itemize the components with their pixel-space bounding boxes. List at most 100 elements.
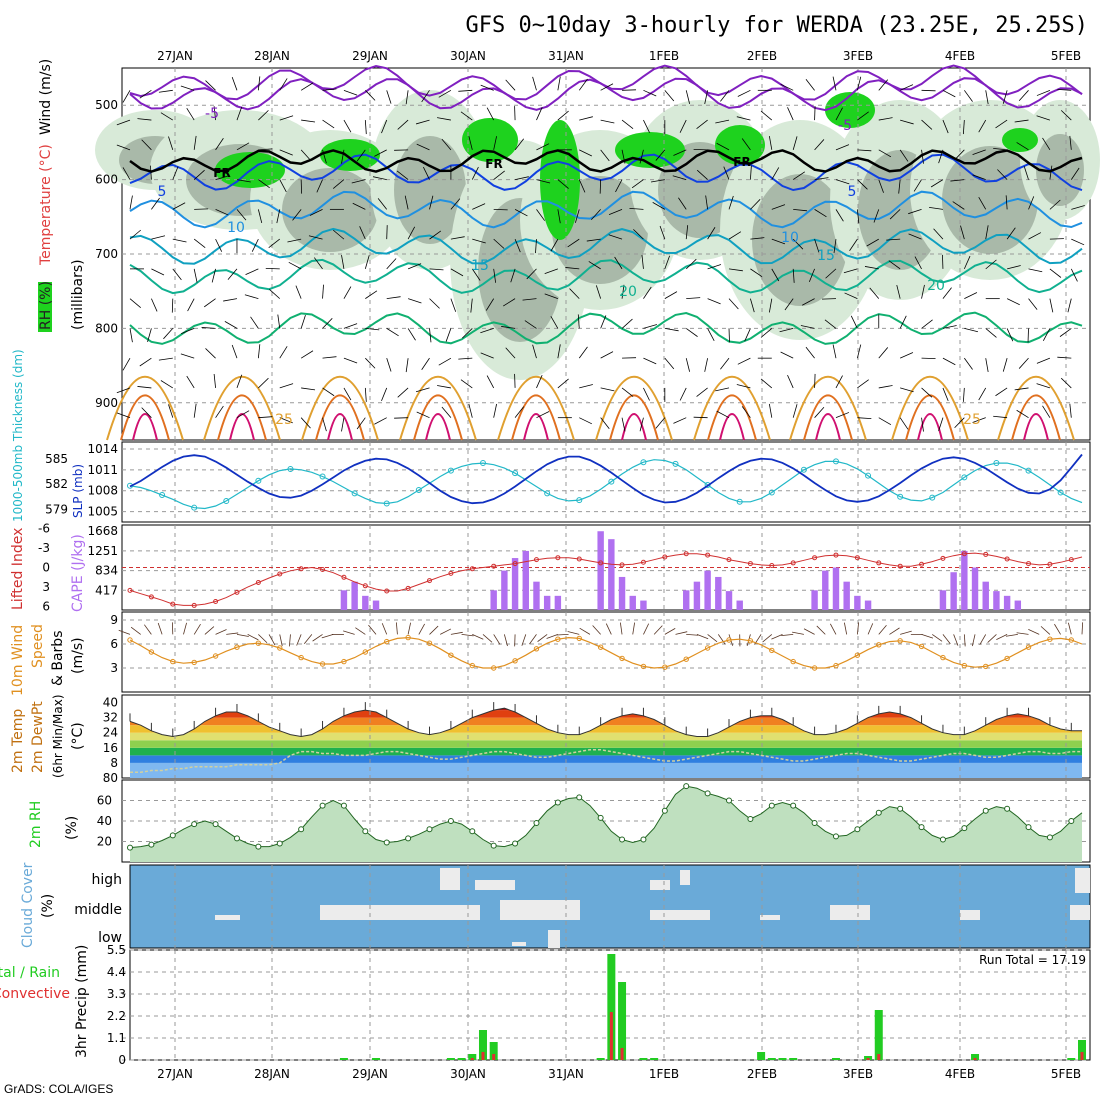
isotherm-label: 10 bbox=[781, 230, 799, 246]
thickness-point bbox=[159, 492, 166, 499]
rh-point bbox=[212, 821, 219, 828]
wind-barb bbox=[300, 350, 314, 359]
cape-bar bbox=[725, 591, 733, 610]
wind-barb bbox=[116, 144, 131, 151]
wind-barb bbox=[279, 346, 288, 359]
wind-barb bbox=[168, 136, 174, 150]
cape-bar bbox=[501, 570, 508, 610]
precip-total-bar bbox=[446, 1058, 455, 1060]
precip-tick-label: 2.2 bbox=[107, 1009, 126, 1023]
wind-barb bbox=[964, 292, 978, 299]
lifted-index-point bbox=[405, 585, 411, 591]
wind-barb bbox=[279, 417, 293, 424]
wind-barb bbox=[332, 179, 345, 189]
wind-barb bbox=[514, 238, 521, 253]
wind-barb bbox=[374, 417, 387, 425]
pressure-tick-label: 800 bbox=[95, 321, 118, 335]
wind-barb bbox=[276, 209, 281, 224]
wind-barb bbox=[878, 149, 892, 158]
wind-barb bbox=[450, 268, 464, 277]
wind-barb bbox=[899, 315, 907, 329]
wind-barb bbox=[664, 291, 678, 299]
wind-barb bbox=[932, 634, 943, 642]
wind-barb bbox=[236, 106, 243, 121]
wind-barb bbox=[643, 89, 657, 97]
wind-axis-label: Speed bbox=[30, 624, 46, 668]
wind-barb bbox=[129, 195, 133, 210]
wind-barb bbox=[193, 238, 206, 249]
wind-barb bbox=[521, 634, 527, 646]
wind-barb bbox=[386, 328, 399, 337]
wind-barb bbox=[600, 315, 607, 329]
wind-speed-point bbox=[597, 644, 604, 650]
pressure-tick-label: 500 bbox=[95, 98, 118, 112]
precip-total-bar bbox=[339, 1058, 348, 1060]
wind-barb bbox=[450, 631, 463, 635]
lifted-index-point bbox=[320, 566, 326, 572]
rh2m-panel: 20 40 60 2m RH (%) bbox=[28, 779, 1091, 863]
wind-barb bbox=[460, 111, 473, 121]
wind-barb bbox=[750, 237, 765, 240]
isotherm-warm-line bbox=[997, 376, 1075, 441]
wind-barb bbox=[679, 387, 687, 401]
wind-barb bbox=[258, 416, 273, 419]
wind-barb bbox=[458, 89, 473, 92]
wind-barb bbox=[995, 119, 1008, 129]
cloud-cover-block bbox=[320, 905, 480, 920]
isotherm-label: 15 bbox=[471, 258, 489, 274]
precip-total-bar bbox=[372, 1058, 381, 1060]
wind-barb bbox=[1069, 135, 1072, 150]
wind-barb bbox=[493, 634, 501, 645]
wind-barb bbox=[1023, 166, 1029, 180]
wind-barb bbox=[377, 198, 388, 210]
wind-barb bbox=[397, 387, 409, 398]
precip-legend-convective: Convective bbox=[0, 986, 70, 1002]
wind-barb bbox=[856, 76, 862, 91]
wind-barb bbox=[805, 79, 815, 91]
wind-barb bbox=[873, 209, 880, 223]
wind-barb bbox=[407, 226, 416, 240]
isotherm-hot-line bbox=[132, 413, 158, 441]
thickness-point bbox=[768, 489, 775, 496]
isotherm-label: 25 bbox=[275, 412, 293, 428]
temp-band bbox=[130, 725, 1082, 733]
wind-barb bbox=[921, 319, 933, 329]
wind-speed-point bbox=[405, 634, 411, 641]
wind-speed-point bbox=[298, 654, 304, 661]
wind-barb bbox=[728, 231, 742, 240]
wind-barb bbox=[952, 201, 965, 210]
rh-point bbox=[276, 840, 283, 847]
temp-tick-label: 24 bbox=[103, 726, 118, 740]
precip-total-bar bbox=[757, 1052, 766, 1060]
wind-barb bbox=[236, 374, 243, 389]
rh-legend-swatch bbox=[38, 282, 52, 332]
cape-bar bbox=[961, 550, 968, 610]
wind-barb bbox=[236, 634, 249, 637]
wind-barb bbox=[227, 268, 238, 280]
rh-moist-region bbox=[462, 118, 518, 162]
isotherm-label: 20 bbox=[927, 278, 945, 294]
wind-barb bbox=[664, 628, 676, 635]
cape-bar bbox=[372, 600, 380, 610]
wind-barb bbox=[118, 629, 131, 635]
wind-barb bbox=[679, 119, 687, 133]
lifted-index-point bbox=[1004, 556, 1010, 562]
date-label-top: 1FEB bbox=[649, 49, 679, 63]
wind-barb bbox=[1081, 622, 1084, 635]
wind-barb bbox=[147, 328, 152, 342]
wind-barb bbox=[878, 79, 889, 91]
wind-barb bbox=[201, 327, 216, 329]
precip-total-bar bbox=[874, 1010, 883, 1060]
cape-bar bbox=[1014, 600, 1022, 610]
wind-barb bbox=[835, 107, 843, 121]
rh-region bbox=[1036, 134, 1084, 206]
thickness-point bbox=[897, 493, 904, 500]
wind-barb bbox=[792, 631, 804, 635]
lifted-index-point bbox=[1047, 561, 1053, 567]
wind-barb bbox=[532, 76, 537, 91]
temp-band bbox=[130, 755, 1082, 763]
precip-total-bar bbox=[478, 1030, 487, 1060]
wind-barb bbox=[728, 298, 739, 310]
wind-barb bbox=[760, 378, 773, 389]
temp-band bbox=[130, 747, 1082, 756]
